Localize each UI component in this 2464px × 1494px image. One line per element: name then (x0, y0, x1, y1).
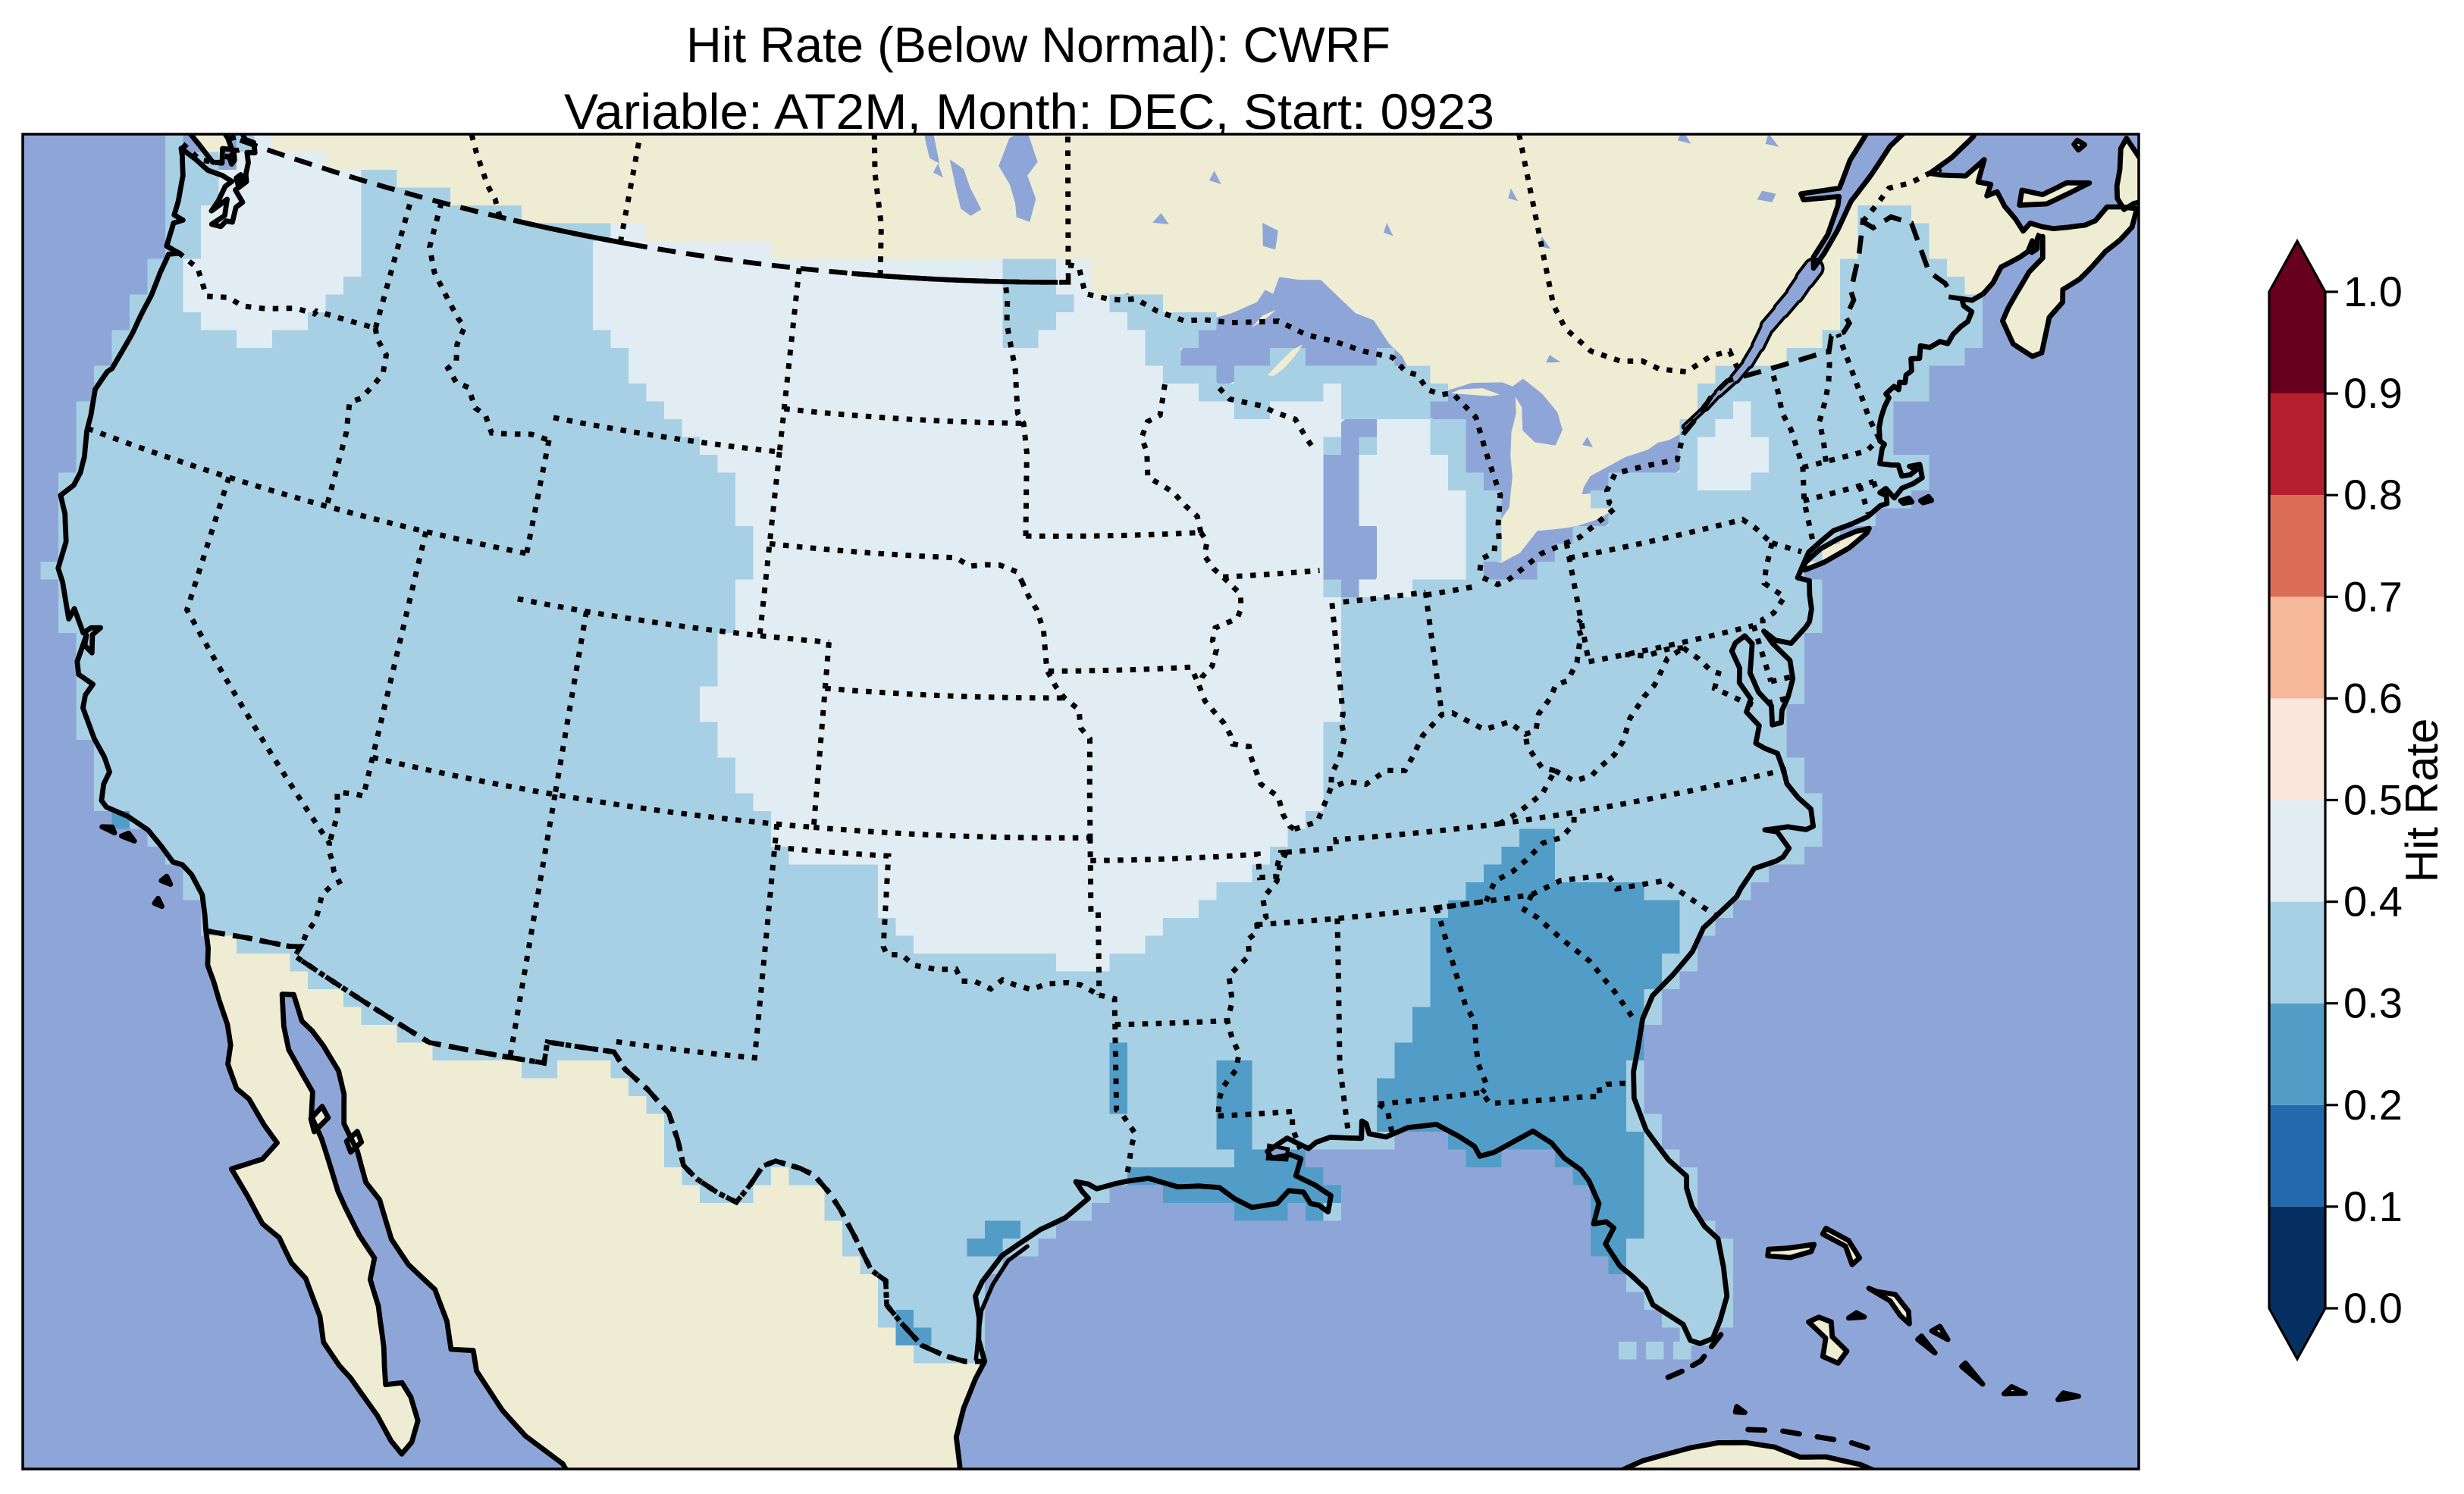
svg-text:Hit Rate: Hit Rate (2397, 719, 2447, 883)
svg-text:0.9: 0.9 (2343, 369, 2403, 417)
svg-text:0.5: 0.5 (2343, 776, 2403, 824)
svg-text:0.2: 0.2 (2343, 1081, 2403, 1129)
svg-text:0.8: 0.8 (2343, 471, 2403, 518)
svg-text:Variable: AT2M, Month: DEC, St: Variable: AT2M, Month: DEC, Start: 0923 (564, 83, 1494, 139)
svg-text:0.1: 0.1 (2343, 1182, 2403, 1230)
svg-text:0.4: 0.4 (2343, 878, 2403, 926)
svg-text:0.6: 0.6 (2343, 674, 2403, 722)
svg-text:0.7: 0.7 (2343, 572, 2403, 620)
svg-text:Hit Rate (Below Normal): CWRF: Hit Rate (Below Normal): CWRF (686, 17, 1390, 73)
svg-text:0.0: 0.0 (2343, 1284, 2403, 1332)
svg-text:0.3: 0.3 (2343, 979, 2403, 1027)
svg-text:1.0: 1.0 (2343, 268, 2403, 315)
